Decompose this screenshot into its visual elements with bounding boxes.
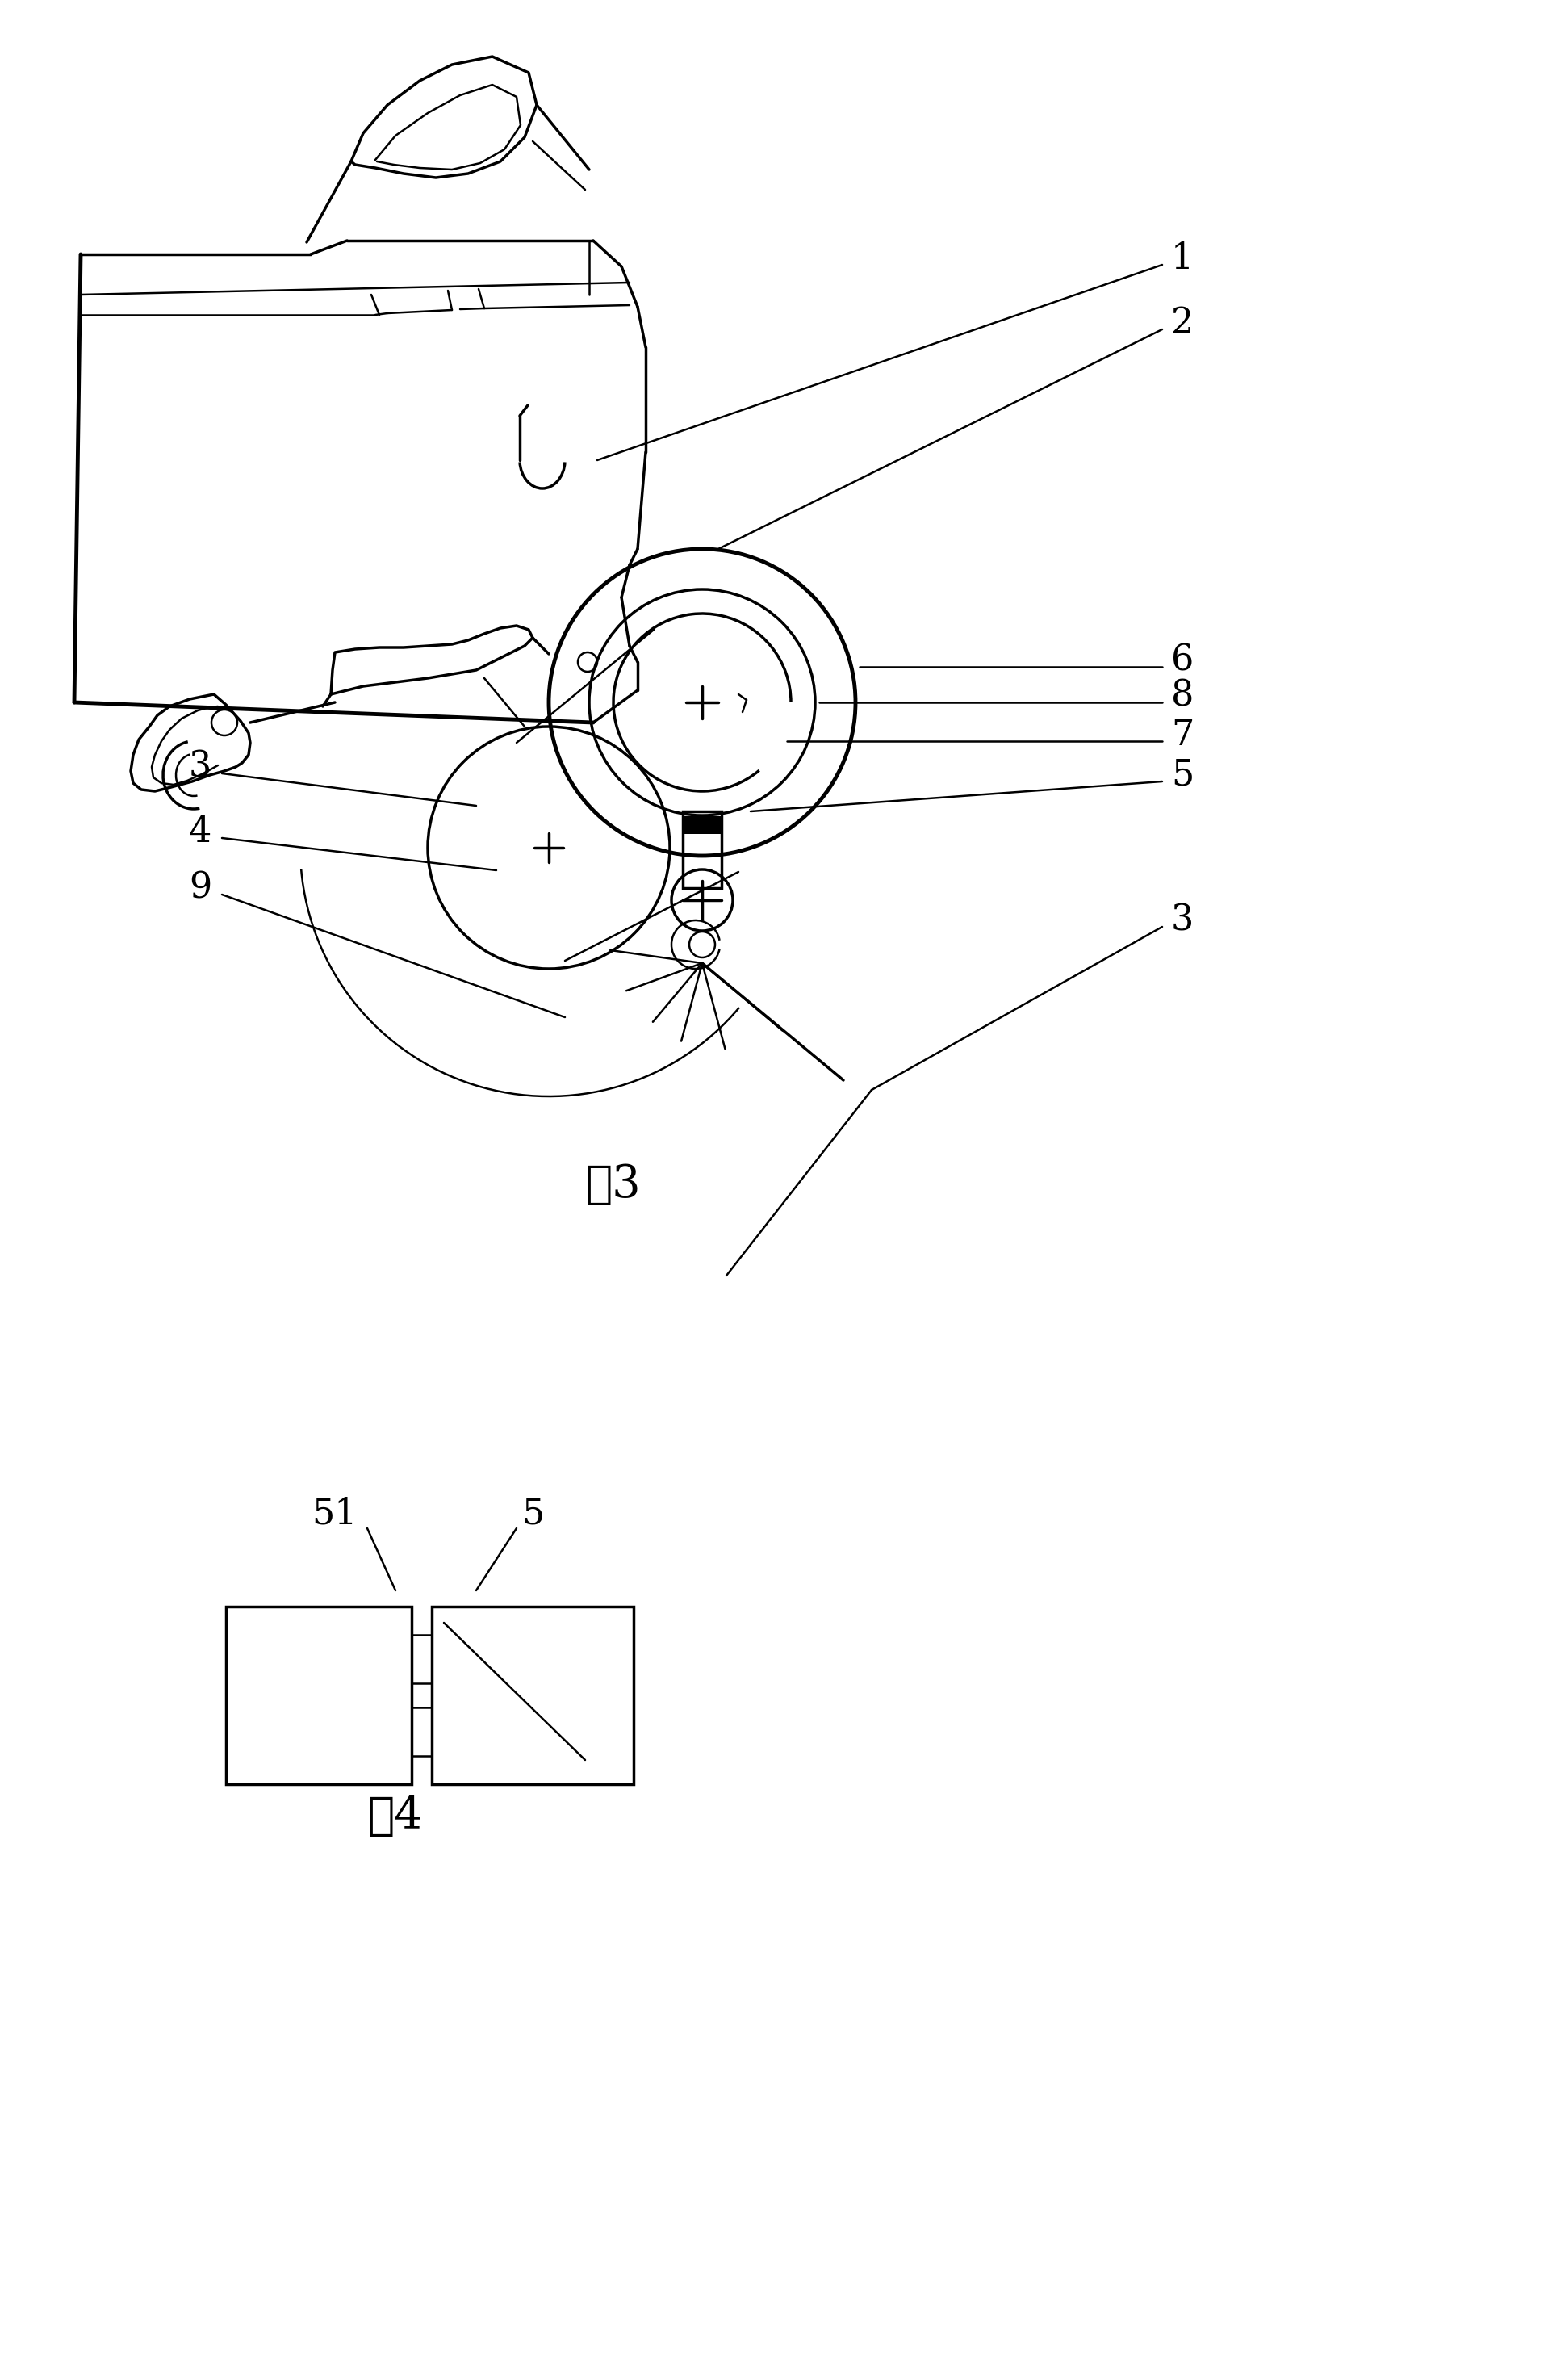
Text: 3: 3 (1170, 902, 1193, 938)
Bar (431, 1606, 633, 1785)
Text: 7: 7 (1170, 716, 1193, 752)
Text: 3: 3 (189, 750, 211, 785)
Text: 51: 51 (312, 1497, 357, 1530)
Text: 图4: 图4 (368, 1795, 424, 1840)
Text: 5: 5 (1170, 757, 1193, 793)
Text: 4: 4 (189, 814, 211, 850)
Text: 5: 5 (521, 1497, 543, 1530)
Text: 8: 8 (1170, 678, 1193, 714)
Bar (683, 816, 722, 833)
Bar (683, 812, 722, 888)
Bar (227, 1606, 411, 1785)
Text: 图3: 图3 (585, 1164, 641, 1207)
Text: 1: 1 (1170, 240, 1193, 276)
Text: 9: 9 (189, 871, 211, 904)
Text: 6: 6 (1170, 643, 1193, 678)
Text: 2: 2 (1170, 305, 1193, 340)
